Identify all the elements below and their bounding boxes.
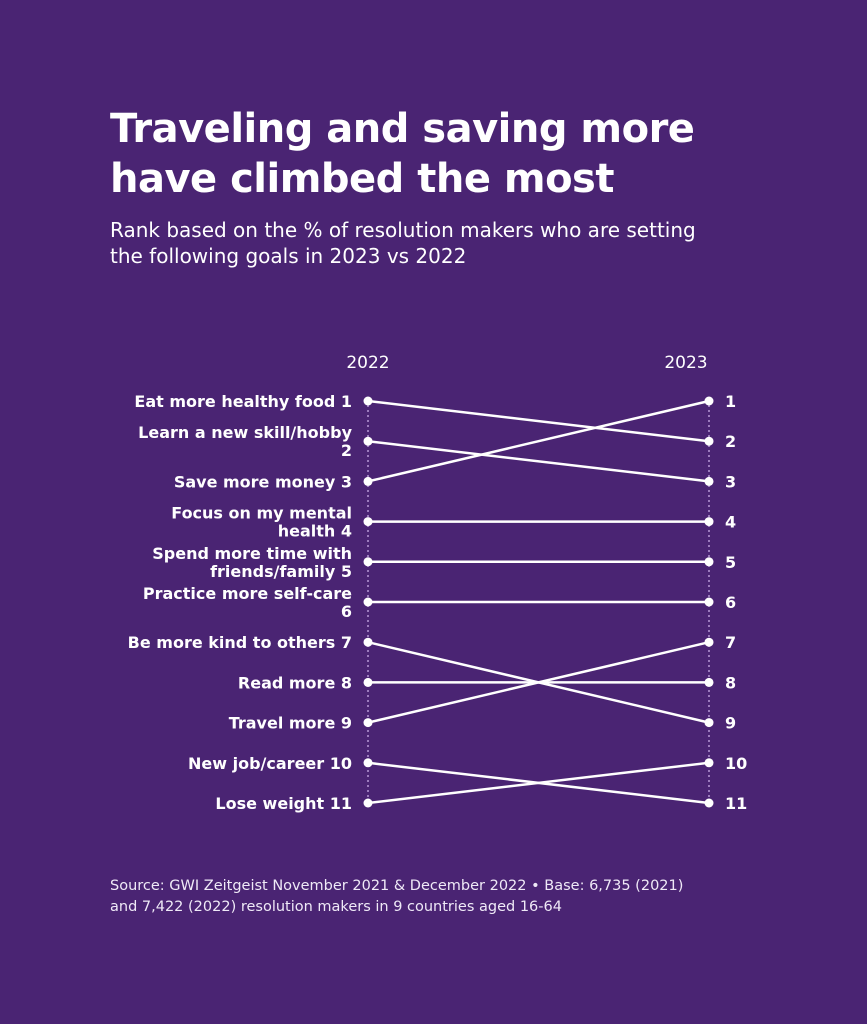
goal-label: Save more money 3 [174, 472, 352, 491]
goal-label: Learn a new skill/hobby 2 [138, 423, 352, 460]
rank-label-2023: 5 [725, 553, 736, 572]
dot-2022 [363, 798, 373, 808]
rank-label-2023: 7 [725, 633, 736, 652]
rank-label-2023: 9 [725, 714, 736, 733]
dot-2023 [704, 476, 714, 486]
dot-2023 [704, 557, 714, 567]
rank-label-2023: 6 [725, 593, 736, 612]
dot-2023 [704, 436, 714, 446]
dot-2023 [704, 677, 714, 687]
goal-label: Travel more 9 [229, 714, 352, 733]
goal-label: Read more 8 [238, 673, 352, 692]
source-line-1: Source: GWI Zeitgeist November 2021 & De… [110, 878, 684, 894]
slope-lines [367, 399, 710, 805]
goal-label: Focus on my mental health 4 [171, 504, 352, 541]
dot-2022 [363, 758, 373, 768]
source-note: Source: GWI Zeitgeist November 2021 & De… [110, 876, 790, 918]
rank-label-2023: 2 [725, 432, 736, 451]
goal-label: Be more kind to others 7 [128, 633, 352, 652]
left-labels: Eat more healthy food 1 Learn a new skill… [128, 392, 353, 813]
slope-line [367, 439, 710, 483]
subtitle-line-1: Rank based on the % of resolution makers… [110, 218, 696, 242]
dot-2022 [363, 396, 373, 406]
rank-label-2023: 4 [725, 513, 736, 532]
goal-label: Eat more healthy food 1 [134, 392, 352, 411]
right-rank-labels: 1 2 3 4 5 6 7 8 9 10 11 [725, 392, 747, 813]
dot-2023 [704, 517, 714, 527]
dot-2023 [704, 758, 714, 768]
dot-2022 [363, 557, 373, 567]
rank-label-2023: 3 [725, 472, 736, 491]
dot-2023 [704, 597, 714, 607]
rank-label-2023: 1 [725, 392, 736, 411]
dot-2022 [363, 718, 373, 728]
dot-2023 [704, 396, 714, 406]
title-line-2: have climbed the most [110, 156, 614, 202]
slope-line [367, 399, 710, 483]
slope-line [367, 761, 710, 805]
year-label-2023: 2023 [664, 353, 707, 373]
source-line-2: and 7,422 (2022) resolution makers in 9 … [110, 899, 562, 915]
dot-2022 [363, 436, 373, 446]
title-line-1: Traveling and saving more [110, 106, 695, 152]
subtitle-line-2: the following goals in 2023 vs 2022 [110, 244, 467, 268]
goal-label: Lose weight 11 [215, 794, 352, 813]
dot-2022 [363, 476, 373, 486]
dot-2023 [704, 718, 714, 728]
rank-label-2023: 10 [725, 754, 747, 773]
dot-2022 [363, 597, 373, 607]
slope-line [367, 640, 710, 724]
dot-2023 [704, 637, 714, 647]
slope-line [367, 399, 710, 443]
dot-2023 [704, 798, 714, 808]
goal-label: Spend more time with friends/family 5 [152, 544, 352, 581]
dot-2022 [363, 677, 373, 687]
chart-title: Traveling and saving more have climbed t… [110, 104, 810, 204]
rank-label-2023: 8 [725, 673, 736, 692]
goal-label: New job/career 10 [188, 754, 352, 773]
chart-subtitle: Rank based on the % of resolution makers… [110, 217, 790, 269]
year-label-2022: 2022 [346, 353, 389, 373]
dot-2022 [363, 637, 373, 647]
dot-2022 [363, 517, 373, 527]
goal-label: Practice more self-care 6 [143, 584, 352, 621]
rank-label-2023: 11 [725, 794, 747, 813]
rank-dots [363, 396, 714, 808]
